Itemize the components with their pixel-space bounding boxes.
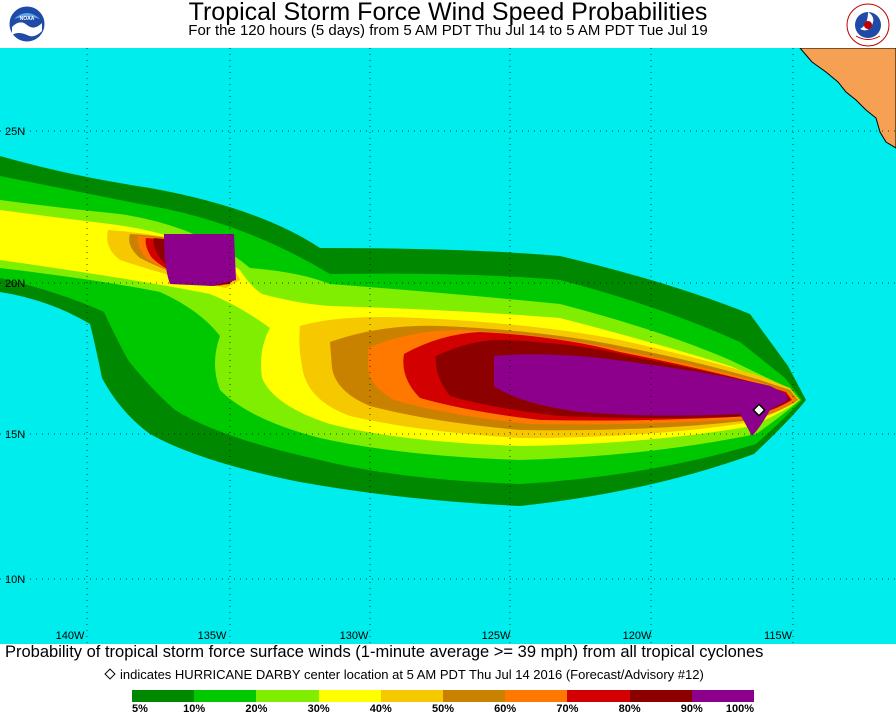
- legend-label: 5%: [132, 703, 148, 715]
- marker-note: indicates HURRICANE DARBY center locatio…: [104, 667, 704, 683]
- lat-label-10n: 10N: [5, 574, 25, 586]
- legend-label: 40%: [369, 703, 392, 715]
- legend-labels: 5% 10% 20% 30% 40% 50% 60% 70% 80% 90% 100%: [0, 703, 896, 716]
- legend-label: 30%: [307, 703, 330, 715]
- legend-swatch: [691, 690, 755, 702]
- legend-label: 100%: [725, 703, 755, 715]
- nws-logo-icon: [846, 3, 890, 47]
- color-legend: [132, 690, 755, 702]
- noaa-logo-icon: NOAA: [8, 5, 46, 43]
- legend-label: 50%: [431, 703, 455, 715]
- legend-label: 10%: [183, 703, 206, 715]
- legend-swatch: [256, 690, 319, 702]
- storm-center-marker-icon: [752, 403, 766, 417]
- legend-swatch: [318, 690, 381, 702]
- map-title: Tropical Storm Force Wind Speed Probabil…: [188, 0, 708, 26]
- legend-label: 80%: [618, 703, 641, 715]
- lon-label-135w: 135W: [198, 630, 227, 642]
- legend-swatch: [505, 690, 568, 702]
- legend-swatch: [380, 690, 444, 702]
- legend-label: 70%: [556, 703, 579, 715]
- lon-label-115w: 115W: [764, 630, 793, 642]
- probability-map: 25N 20N 15N 10N 140W 135W 130W 125W 120W…: [0, 48, 896, 644]
- marker-note-text: indicates HURRICANE DARBY center locatio…: [120, 667, 704, 682]
- lat-label-25n: 25N: [5, 126, 25, 138]
- lon-label-140w: 140W: [56, 630, 85, 642]
- legend-swatch: [194, 690, 257, 702]
- map-caption: Probability of tropical storm force surf…: [5, 643, 764, 661]
- lon-label-125w: 125W: [482, 630, 511, 642]
- lat-label-20n: 20N: [5, 278, 25, 290]
- legend-label: 20%: [245, 703, 268, 715]
- svg-text:NOAA: NOAA: [20, 16, 35, 22]
- map-subtitle: For the 120 hours (5 days) from 5 AM PDT…: [188, 22, 708, 39]
- land-baja: [799, 48, 896, 149]
- diamond-icon: [104, 668, 116, 680]
- header: NOAA Tropical Storm Force Wind Speed Pro…: [0, 0, 896, 48]
- lon-label-120w: 120W: [623, 630, 652, 642]
- legend-swatch: [567, 690, 630, 702]
- legend-swatch: [443, 690, 506, 702]
- legend-swatch: [629, 690, 692, 702]
- contour-90: [164, 234, 788, 436]
- legend-swatch: [132, 690, 195, 702]
- legend-label: 90%: [680, 703, 703, 715]
- lon-label-130w: 130W: [340, 630, 369, 642]
- lat-label-15n: 15N: [5, 429, 25, 441]
- legend-label: 60%: [494, 703, 517, 715]
